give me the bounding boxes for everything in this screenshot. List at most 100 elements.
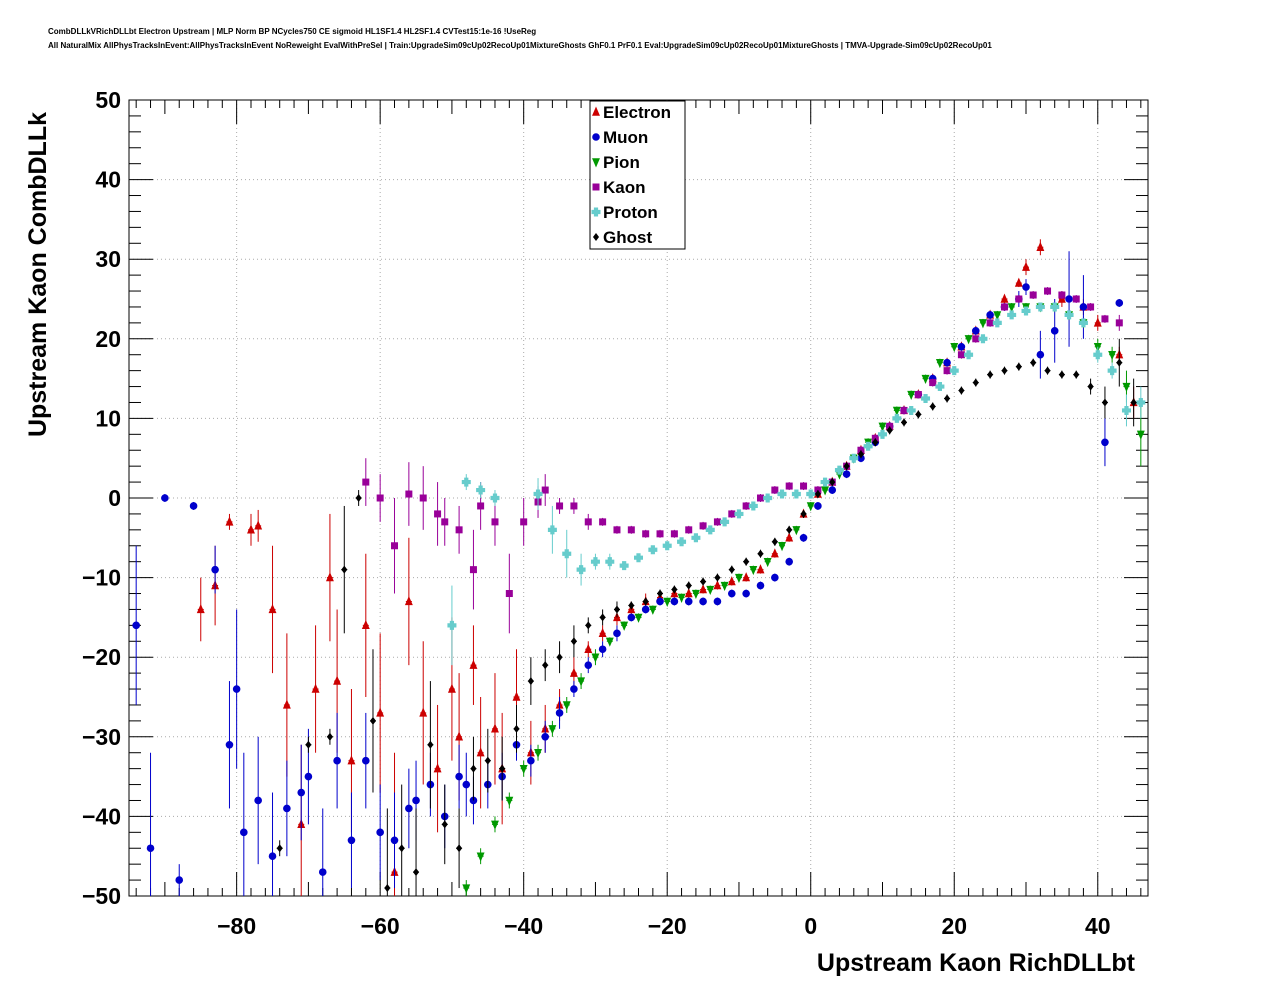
data-point [771, 573, 779, 582]
data-point [757, 549, 764, 558]
data-point [1136, 397, 1146, 407]
data-point [405, 490, 413, 498]
y-tick-label: 50 [95, 87, 121, 113]
data-point [699, 597, 707, 606]
data-point [146, 844, 155, 853]
data-point [1093, 350, 1103, 360]
legend-label-kaon: Kaon [603, 178, 646, 197]
data-point [642, 597, 649, 606]
data-point [964, 350, 974, 360]
x-tick-label: −40 [504, 913, 543, 939]
series-ghost [276, 338, 1137, 896]
data-point [1030, 358, 1037, 367]
data-point [547, 525, 557, 535]
data-point [677, 593, 686, 603]
data-point [585, 621, 592, 630]
legend: Electron Muon Pion Kaon Proton Ghost [589, 100, 686, 250]
data-point [268, 852, 277, 861]
data-point [734, 509, 744, 519]
data-point [857, 450, 864, 459]
data-point [1116, 358, 1123, 367]
data-point [720, 517, 730, 527]
data-point [713, 597, 722, 606]
data-point [1078, 318, 1088, 328]
data-point [254, 796, 262, 805]
data-point [943, 358, 951, 367]
data-point [347, 755, 356, 765]
x-axis-title: Upstream Kaon RichDLLbt [817, 949, 1136, 977]
data-point [1000, 293, 1009, 303]
data-point [376, 828, 384, 837]
data-point [691, 533, 701, 543]
data-point [627, 613, 636, 622]
data-point [978, 334, 988, 344]
legend-marker-ghost [592, 232, 600, 242]
data-point [1087, 382, 1094, 391]
data-point [684, 597, 693, 606]
data-point [957, 351, 965, 359]
y-axis-title: Upstream Kaon CombDLLk [24, 112, 52, 437]
data-point [211, 565, 219, 574]
data-point [986, 319, 994, 327]
data-point [1093, 317, 1102, 327]
data-point [369, 716, 377, 725]
data-point [469, 659, 478, 669]
legend-label-muon: Muon [603, 128, 648, 147]
data-point [872, 438, 879, 447]
data-point [333, 756, 341, 765]
data-point [792, 526, 801, 536]
data-point [958, 386, 965, 395]
data-point [829, 478, 836, 487]
data-point [1022, 261, 1030, 271]
y-tick-label: −30 [82, 724, 121, 750]
data-point [490, 493, 500, 503]
data-point [413, 868, 420, 877]
data-point [570, 685, 578, 693]
data-point [713, 580, 722, 590]
data-point [906, 405, 916, 415]
data-point [276, 844, 283, 853]
data-point [570, 502, 578, 510]
data-point [900, 406, 908, 414]
data-point [713, 518, 721, 526]
data-point [196, 603, 205, 614]
data-point [491, 723, 499, 733]
y-tick-label: 30 [95, 246, 121, 272]
data-point [935, 382, 945, 392]
legend-label-ghost: Ghost [603, 228, 652, 247]
data-point [799, 534, 808, 542]
data-point [376, 494, 384, 502]
data-point [613, 629, 621, 638]
data-point [685, 526, 693, 534]
data-point [728, 565, 735, 574]
data-point [599, 518, 607, 526]
data-point [714, 573, 721, 582]
data-point [1108, 351, 1117, 361]
data-point [1015, 295, 1023, 303]
data-point [456, 844, 463, 853]
data-point [806, 489, 816, 499]
data-point [777, 489, 787, 499]
data-point [907, 390, 916, 400]
data-point [915, 410, 922, 419]
data-point [950, 343, 959, 353]
data-point [1122, 382, 1131, 393]
data-point [892, 406, 901, 416]
data-point [361, 619, 370, 630]
data-point [591, 653, 600, 663]
data-point [548, 725, 557, 735]
data-point [706, 585, 715, 595]
data-point [814, 489, 821, 499]
data-point [756, 494, 764, 502]
data-point [943, 367, 951, 375]
data-point [648, 545, 658, 555]
data-point [325, 572, 334, 582]
data-point [900, 418, 908, 427]
data-point [362, 478, 370, 486]
data-point [656, 597, 664, 606]
legend-label-pion: Pion [603, 153, 640, 172]
data-point [914, 391, 922, 399]
data-point [849, 453, 859, 463]
data-point [441, 820, 448, 829]
chart-title-line2: All NaturalMix AllPhysTracksInEvent:AllP… [48, 41, 992, 50]
